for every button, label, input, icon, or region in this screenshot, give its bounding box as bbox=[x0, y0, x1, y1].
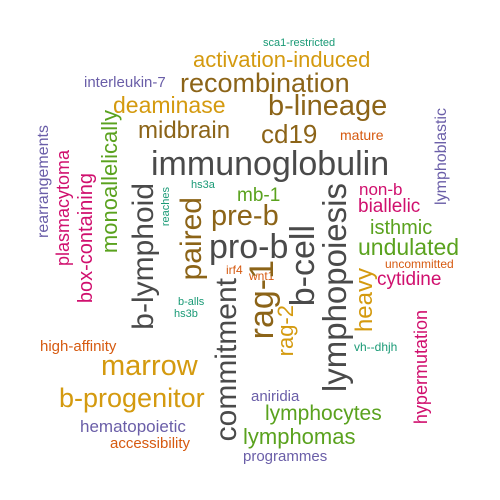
word-irf4: irf4 bbox=[226, 263, 243, 277]
word-hs3b: hs3b bbox=[174, 308, 198, 320]
word-box-containing: box-containing bbox=[75, 173, 97, 304]
word-uncommitted: uncommitted bbox=[385, 257, 454, 271]
word-heavy: heavy bbox=[351, 268, 378, 333]
word-isthmic: isthmic bbox=[370, 217, 433, 239]
word-non-b: non-b bbox=[359, 180, 403, 199]
word-b-lineage: b-lineage bbox=[268, 90, 388, 122]
word-b-lymphoid: b-lymphoid bbox=[127, 183, 160, 330]
word-sca1-restricted: sca1-restricted bbox=[263, 37, 336, 49]
word-reaches: reaches bbox=[160, 187, 172, 227]
word-aniridia: aniridia bbox=[251, 388, 300, 405]
word-mb-1: mb-1 bbox=[237, 185, 281, 206]
word-hypermutation: hypermutation bbox=[411, 310, 431, 425]
word-mature: mature bbox=[340, 127, 384, 143]
word-marrow: marrow bbox=[101, 350, 198, 382]
word-deaminase: deaminase bbox=[113, 92, 226, 118]
word-pro-b: pro-b bbox=[209, 228, 289, 266]
word-midbrain: midbrain bbox=[138, 117, 231, 144]
word-cd19: cd19 bbox=[261, 119, 318, 149]
word-monoallelically: monoallelically bbox=[97, 110, 122, 254]
word-b-cell: b-cell bbox=[284, 225, 322, 307]
word-programmes: programmes bbox=[243, 448, 328, 465]
word-immunoglobulin: immunoglobulin bbox=[151, 145, 390, 183]
word-lymphopoiesis: lymphopoiesis bbox=[316, 183, 353, 393]
word-plasmacytoma: plasmacytoma bbox=[53, 150, 73, 267]
word-accessibility: accessibility bbox=[110, 435, 191, 452]
word-b-alls: b-alls bbox=[178, 296, 205, 308]
word-commitment: commitment bbox=[210, 278, 243, 442]
word-lymphoblastic: lymphoblastic bbox=[433, 108, 450, 205]
word-undulated: undulated bbox=[358, 234, 460, 260]
word-recombination: recombination bbox=[180, 68, 350, 98]
word-lymphocytes: lymphocytes bbox=[265, 402, 382, 425]
word-b-progenitor: b-progenitor bbox=[59, 383, 205, 413]
word-pre-b: pre-b bbox=[211, 200, 279, 232]
word-lymphomas: lymphomas bbox=[243, 424, 356, 449]
word-vh-dhjh: vh--dhjh bbox=[354, 340, 398, 354]
word-high-affinity: high-affinity bbox=[40, 338, 117, 355]
word-interleukin-7: interleukin-7 bbox=[84, 74, 166, 91]
word-cytidine: cytidine bbox=[377, 269, 442, 290]
word-wnt1: wnt1 bbox=[249, 269, 275, 283]
word-paired: paired bbox=[175, 197, 208, 281]
word-activation-induced: activation-induced bbox=[193, 47, 371, 72]
word-rag-2: rag-2 bbox=[273, 305, 298, 357]
word-rearrangements: rearrangements bbox=[35, 125, 52, 238]
word-hematopoietic: hematopoietic bbox=[80, 417, 186, 436]
word-hs3a: hs3a bbox=[191, 179, 215, 191]
word-biallelic: biallelic bbox=[358, 196, 421, 217]
